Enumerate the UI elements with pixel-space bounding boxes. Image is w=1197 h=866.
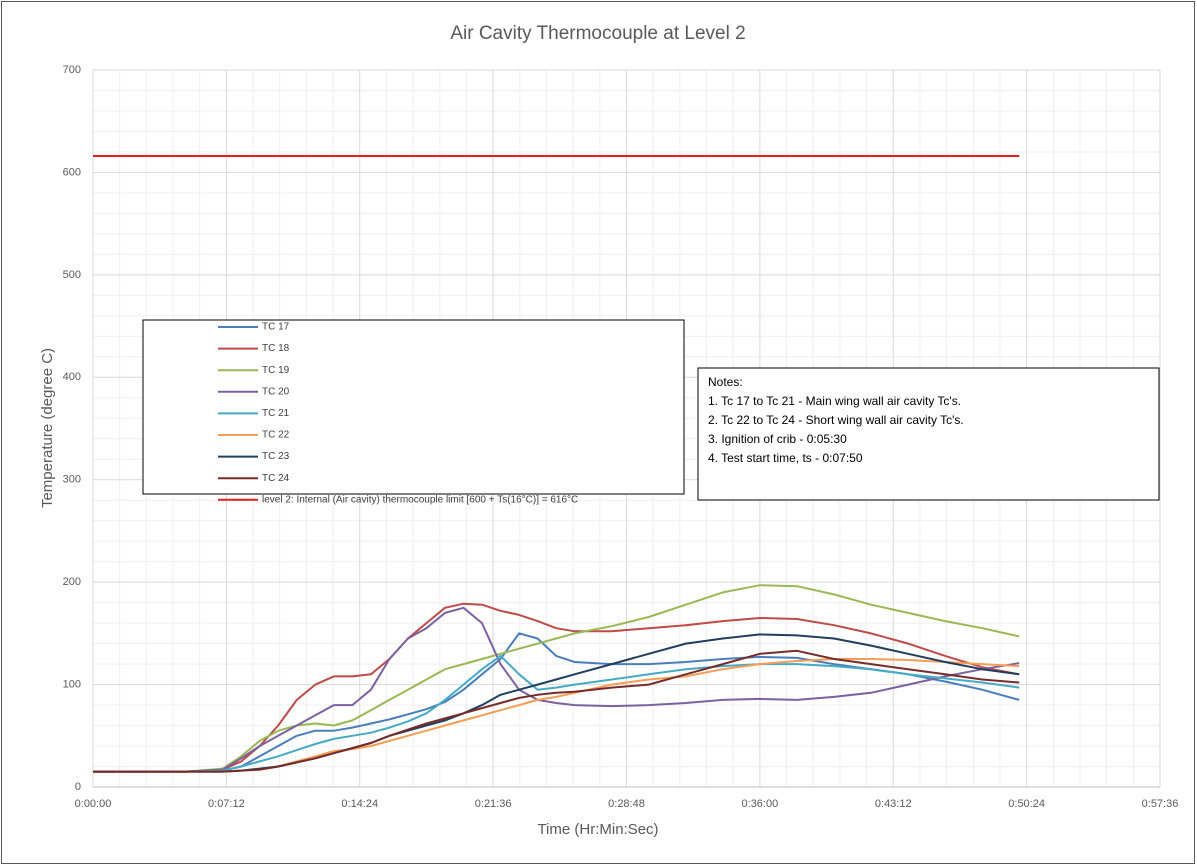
annotation: 2. Tc 22 to Tc 24 - Short wing wall air …	[708, 413, 964, 427]
series-line	[93, 606, 1020, 773]
legend-label: TC 23	[262, 451, 290, 462]
legend: TC 17 TC 18 TC 19 TC 20 TC 21 TC 22 TC 23 TC 24…	[142, 319, 685, 505]
y-tick-label: 600	[63, 166, 81, 178]
legend-label: TC 24	[262, 473, 290, 484]
y-tick-label: 400	[63, 371, 81, 383]
legend-box	[142, 319, 685, 495]
x-tick-label: 0:00:00	[75, 798, 112, 810]
series-line	[93, 654, 1020, 773]
notes: Notes: 1. Tc 17 to Tc 21 - Main wing wall…	[697, 367, 1160, 501]
x-tick-label: 0:07:12	[208, 798, 245, 810]
y-tick-label: 0	[75, 781, 81, 793]
y-tick-label: 700	[63, 64, 81, 76]
legend-label: TC 18	[262, 343, 290, 354]
x-tick-label: 0:57:36	[1142, 798, 1179, 810]
chart-title: Air Cavity Thermocouple at Level 2	[450, 23, 745, 44]
legend-label: TC 17	[262, 322, 290, 333]
x-tick-label: 0:43:12	[875, 798, 912, 810]
y-axis-label: Temperature (degree C)	[39, 348, 56, 508]
y-tick-label: 200	[63, 576, 81, 588]
notes-box	[697, 367, 1160, 501]
y-tick-label: 100	[63, 678, 81, 690]
series-line	[93, 649, 1020, 773]
y-tick-label: 500	[63, 269, 81, 281]
x-tick-label: 0:36:00	[742, 798, 779, 810]
legend-label: TC 19	[262, 365, 290, 376]
legend-label: TC 21	[262, 408, 290, 419]
legend-label: TC 22	[262, 430, 290, 441]
x-tick-label: 0:50:24	[1008, 798, 1045, 810]
x-tick-label: 0:28:48	[608, 798, 645, 810]
annotation: 1. Tc 17 to Tc 21 - Main wing wall air c…	[708, 394, 961, 408]
legend-label: TC 20	[262, 386, 290, 397]
annotation: 3. Ignition of crib - 0:05:30	[708, 432, 847, 446]
series-line	[93, 602, 1020, 773]
annotation: 4. Test start time, ts - 0:07:50	[708, 451, 863, 465]
x-tick-label: 0:14:24	[341, 798, 378, 810]
lines	[93, 155, 1020, 773]
x-tick-label: 0:21:36	[475, 798, 512, 810]
series-line	[93, 584, 1020, 773]
x-axis-label: Time (Hr:Min:Sec)	[537, 821, 658, 838]
legend-label: level 2: Internal (Air cavity) thermocou…	[262, 494, 578, 505]
annotation: Notes:	[708, 375, 743, 389]
y-tick-label: 300	[63, 474, 81, 486]
